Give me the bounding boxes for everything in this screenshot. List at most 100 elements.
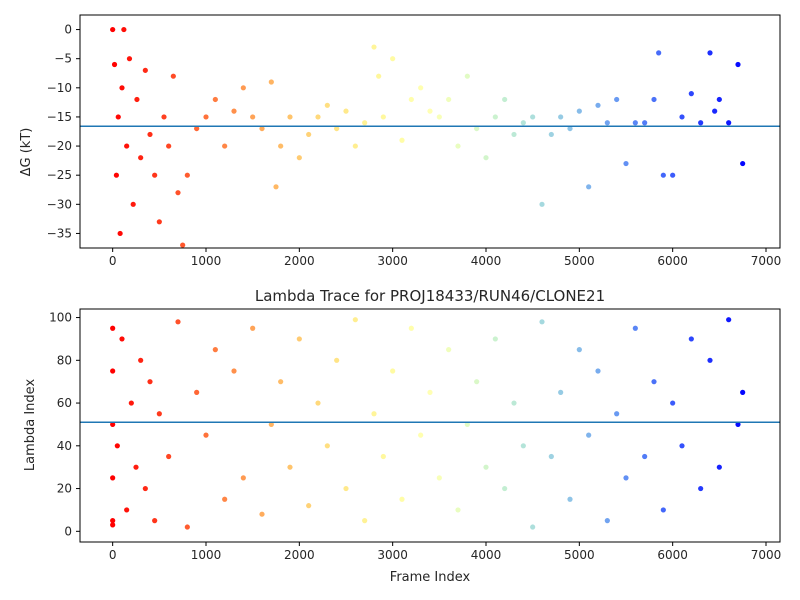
data-point xyxy=(166,453,172,460)
data-point xyxy=(110,368,116,374)
data-point xyxy=(558,389,564,395)
x-tick-label: 0 xyxy=(109,548,117,562)
data-point xyxy=(707,50,713,56)
data-point xyxy=(156,411,162,417)
data-point xyxy=(446,96,452,103)
data-point xyxy=(735,421,741,428)
data-point xyxy=(656,50,662,56)
data-point xyxy=(511,400,517,406)
lambda-y-axis-label: Lambda Index xyxy=(23,379,38,472)
data-point xyxy=(147,379,153,385)
data-point xyxy=(296,336,302,342)
data-point xyxy=(287,114,293,120)
data-point xyxy=(604,120,610,126)
data-point xyxy=(166,143,172,149)
x-tick-label: 2000 xyxy=(284,254,315,268)
data-point xyxy=(576,347,582,353)
data-point xyxy=(133,464,139,470)
data-point xyxy=(418,432,424,438)
data-point xyxy=(530,524,536,530)
x-tick-label: 5000 xyxy=(564,548,595,562)
data-point xyxy=(175,319,181,325)
data-point xyxy=(152,172,158,178)
data-point xyxy=(614,411,620,417)
data-point xyxy=(436,114,442,120)
data-point xyxy=(740,160,746,167)
x-tick-label: 2000 xyxy=(284,548,315,562)
data-point xyxy=(371,44,377,50)
data-point xyxy=(502,485,508,492)
data-point xyxy=(539,319,545,325)
data-point xyxy=(124,143,130,149)
data-point xyxy=(511,131,517,138)
data-point xyxy=(390,56,396,62)
data-point xyxy=(464,421,470,428)
delta-g-x-ticks: 0 1000 2000 3000 4000 5000 6000 7000 xyxy=(109,248,781,268)
y-tick-label: 100 xyxy=(49,311,72,325)
data-point xyxy=(660,507,666,513)
delta-g-points xyxy=(110,26,746,248)
data-point xyxy=(427,389,433,395)
data-point xyxy=(222,496,228,502)
lambda-points xyxy=(110,317,746,530)
data-point xyxy=(126,56,133,62)
data-point xyxy=(399,496,405,502)
data-point xyxy=(623,475,629,481)
data-point xyxy=(408,325,414,331)
data-point xyxy=(184,172,190,178)
data-point xyxy=(287,464,293,470)
x-tick-label: 4000 xyxy=(471,548,502,562)
data-point xyxy=(273,184,279,190)
data-point xyxy=(688,91,694,97)
data-point xyxy=(712,108,718,114)
data-point xyxy=(698,120,704,126)
data-point xyxy=(362,518,368,524)
x-tick-label: 7000 xyxy=(751,254,782,268)
data-point xyxy=(117,230,123,237)
data-point xyxy=(492,336,498,342)
data-point xyxy=(222,143,228,149)
data-point xyxy=(212,347,218,353)
data-point xyxy=(119,336,125,342)
data-point xyxy=(679,114,685,120)
data-point xyxy=(203,432,209,438)
data-point xyxy=(231,368,237,374)
data-point xyxy=(474,379,480,385)
data-point xyxy=(539,201,545,207)
data-point xyxy=(455,143,461,149)
data-point xyxy=(651,379,657,385)
data-point xyxy=(110,421,116,428)
data-point xyxy=(520,120,526,126)
data-point xyxy=(194,125,200,132)
data-point xyxy=(483,155,489,161)
data-point xyxy=(604,518,610,524)
lambda-x-ticks: 0 1000 2000 3000 4000 5000 6000 7000 xyxy=(109,542,781,562)
data-point xyxy=(632,120,638,126)
delta-g-y-axis-label: ΔG (kT) xyxy=(19,128,34,177)
x-tick-label: 6000 xyxy=(657,254,688,268)
data-point xyxy=(124,507,130,513)
data-point xyxy=(203,114,209,120)
data-point xyxy=(212,96,218,103)
data-point xyxy=(623,160,629,167)
data-point xyxy=(114,443,120,449)
data-point xyxy=(376,73,382,79)
x-tick-label: 5000 xyxy=(564,254,595,268)
y-tick-label: −15 xyxy=(47,110,72,124)
data-point xyxy=(670,400,676,406)
data-point xyxy=(119,85,125,91)
lambda-axes-frame xyxy=(79,308,781,543)
data-point xyxy=(740,389,746,395)
data-point xyxy=(567,125,573,132)
data-point xyxy=(250,325,256,331)
data-point xyxy=(259,125,265,132)
data-point xyxy=(128,400,134,406)
data-point xyxy=(352,317,358,323)
data-point xyxy=(390,368,396,374)
data-point xyxy=(558,114,564,120)
data-point xyxy=(464,73,470,79)
data-point xyxy=(726,317,732,323)
data-point xyxy=(660,172,666,178)
data-point xyxy=(651,96,657,103)
